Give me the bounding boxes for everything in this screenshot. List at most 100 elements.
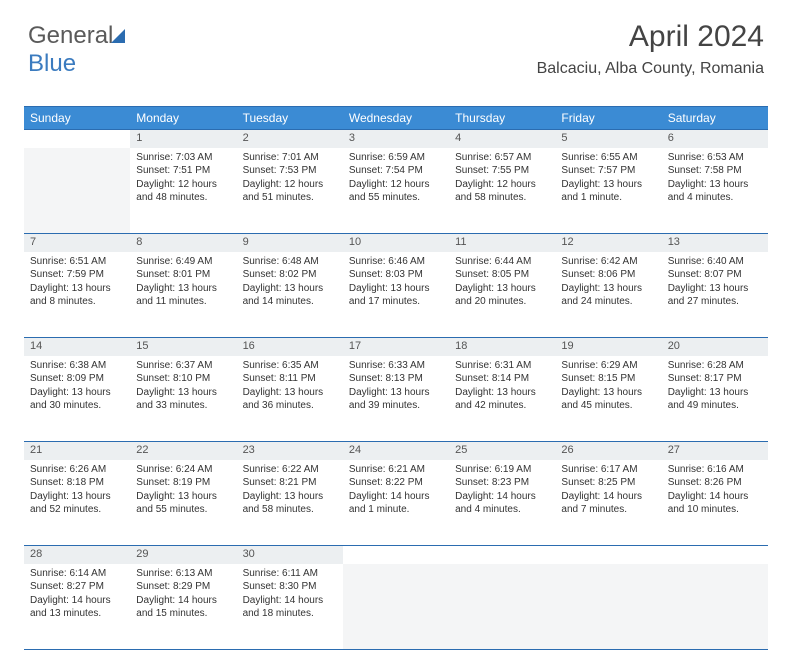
cell-sunset: Sunset: 8:10 PM [136,372,230,386]
daynum-row: 282930 [24,546,768,564]
cell-day1: Daylight: 13 hours [668,178,762,192]
header-right: April 2024 Balcaciu, Alba County, Romani… [537,20,764,78]
cell-day1: Daylight: 13 hours [243,282,337,296]
cell-sunset: Sunset: 8:01 PM [136,268,230,282]
day-number-cell: 13 [662,234,768,252]
cell-day1: Daylight: 13 hours [455,282,549,296]
cell-sunset: Sunset: 8:13 PM [349,372,443,386]
day-data-cell: Sunrise: 6:33 AMSunset: 8:13 PMDaylight:… [343,356,449,442]
cell-sunrise: Sunrise: 6:40 AM [668,255,762,269]
day-data-row: Sunrise: 6:38 AMSunset: 8:09 PMDaylight:… [24,356,768,442]
cell-day1: Daylight: 13 hours [30,490,124,504]
cell-day2: and 51 minutes. [243,191,337,205]
day-header: Friday [555,107,661,130]
day-data-cell: Sunrise: 6:40 AMSunset: 8:07 PMDaylight:… [662,252,768,338]
cell-day1: Daylight: 13 hours [30,386,124,400]
cell-day2: and 30 minutes. [30,399,124,413]
day-number-cell: 3 [343,130,449,148]
cell-day1: Daylight: 12 hours [349,178,443,192]
cell-sunrise: Sunrise: 6:16 AM [668,463,762,477]
day-data-cell: Sunrise: 6:26 AMSunset: 8:18 PMDaylight:… [24,460,130,546]
daynum-row: 123456 [24,130,768,148]
brand-logo: General Blue [28,22,125,78]
cell-sunrise: Sunrise: 6:59 AM [349,151,443,165]
cell-sunset: Sunset: 7:58 PM [668,164,762,178]
cell-day1: Daylight: 13 hours [243,386,337,400]
cell-sunrise: Sunrise: 7:03 AM [136,151,230,165]
cell-day2: and 42 minutes. [455,399,549,413]
cell-day2: and 10 minutes. [668,503,762,517]
cell-sunset: Sunset: 8:18 PM [30,476,124,490]
day-data-cell: Sunrise: 6:51 AMSunset: 7:59 PMDaylight:… [24,252,130,338]
day-number-cell: 5 [555,130,661,148]
cell-sunrise: Sunrise: 6:38 AM [30,359,124,373]
cell-day1: Daylight: 13 hours [136,490,230,504]
day-number-cell: 23 [237,442,343,460]
cell-sunrise: Sunrise: 7:01 AM [243,151,337,165]
cell-sunrise: Sunrise: 6:46 AM [349,255,443,269]
cell-sunset: Sunset: 8:11 PM [243,372,337,386]
location-text: Balcaciu, Alba County, Romania [537,60,764,78]
day-number-cell: 20 [662,338,768,356]
cell-sunset: Sunset: 8:05 PM [455,268,549,282]
cell-sunset: Sunset: 8:14 PM [455,372,549,386]
cell-sunset: Sunset: 8:19 PM [136,476,230,490]
cell-day1: Daylight: 12 hours [243,178,337,192]
cell-day2: and 24 minutes. [561,295,655,309]
cell-day2: and 7 minutes. [561,503,655,517]
cell-sunset: Sunset: 8:09 PM [30,372,124,386]
cell-sunrise: Sunrise: 6:49 AM [136,255,230,269]
cell-sunrise: Sunrise: 6:13 AM [136,567,230,581]
day-number-cell: 21 [24,442,130,460]
cell-sunset: Sunset: 8:21 PM [243,476,337,490]
cell-sunset: Sunset: 7:57 PM [561,164,655,178]
day-header: Wednesday [343,107,449,130]
cell-sunset: Sunset: 8:23 PM [455,476,549,490]
day-data-cell: Sunrise: 6:31 AMSunset: 8:14 PMDaylight:… [449,356,555,442]
month-title: April 2024 [537,20,764,54]
day-data-cell: Sunrise: 6:19 AMSunset: 8:23 PMDaylight:… [449,460,555,546]
logo-word-2: Blue [28,50,76,77]
day-number-cell: 9 [237,234,343,252]
logo-word-1: General [28,22,113,49]
cell-day1: Daylight: 13 hours [349,282,443,296]
cell-day2: and 55 minutes. [349,191,443,205]
day-data-cell: Sunrise: 6:29 AMSunset: 8:15 PMDaylight:… [555,356,661,442]
day-number-cell [24,130,130,148]
cell-day1: Daylight: 13 hours [561,282,655,296]
day-data-cell: Sunrise: 6:48 AMSunset: 8:02 PMDaylight:… [237,252,343,338]
day-number-cell: 14 [24,338,130,356]
day-data-row: Sunrise: 6:51 AMSunset: 7:59 PMDaylight:… [24,252,768,338]
day-data-cell: Sunrise: 6:46 AMSunset: 8:03 PMDaylight:… [343,252,449,338]
day-number-cell: 6 [662,130,768,148]
day-data-cell: Sunrise: 6:57 AMSunset: 7:55 PMDaylight:… [449,148,555,234]
cell-sunrise: Sunrise: 6:17 AM [561,463,655,477]
day-header: Saturday [662,107,768,130]
cell-sunrise: Sunrise: 6:51 AM [30,255,124,269]
cell-sunrise: Sunrise: 6:55 AM [561,151,655,165]
cell-day1: Daylight: 12 hours [136,178,230,192]
cell-sunset: Sunset: 8:26 PM [668,476,762,490]
day-data-cell: Sunrise: 6:37 AMSunset: 8:10 PMDaylight:… [130,356,236,442]
cell-sunrise: Sunrise: 6:24 AM [136,463,230,477]
day-data-cell [662,564,768,650]
cell-sunset: Sunset: 7:55 PM [455,164,549,178]
cell-day2: and 36 minutes. [243,399,337,413]
cell-sunset: Sunset: 8:07 PM [668,268,762,282]
cell-sunset: Sunset: 8:25 PM [561,476,655,490]
day-header: Monday [130,107,236,130]
cell-sunset: Sunset: 7:51 PM [136,164,230,178]
day-number-cell: 29 [130,546,236,564]
day-number-cell: 11 [449,234,555,252]
day-data-cell: Sunrise: 6:53 AMSunset: 7:58 PMDaylight:… [662,148,768,234]
day-number-cell: 17 [343,338,449,356]
calendar-table: Sunday Monday Tuesday Wednesday Thursday… [24,106,768,650]
day-data-cell: Sunrise: 6:17 AMSunset: 8:25 PMDaylight:… [555,460,661,546]
day-data-cell: Sunrise: 7:01 AMSunset: 7:53 PMDaylight:… [237,148,343,234]
day-number-cell: 16 [237,338,343,356]
day-data-cell: Sunrise: 6:28 AMSunset: 8:17 PMDaylight:… [662,356,768,442]
cell-sunset: Sunset: 8:06 PM [561,268,655,282]
cell-sunrise: Sunrise: 6:26 AM [30,463,124,477]
cell-day2: and 33 minutes. [136,399,230,413]
cell-day1: Daylight: 13 hours [349,386,443,400]
